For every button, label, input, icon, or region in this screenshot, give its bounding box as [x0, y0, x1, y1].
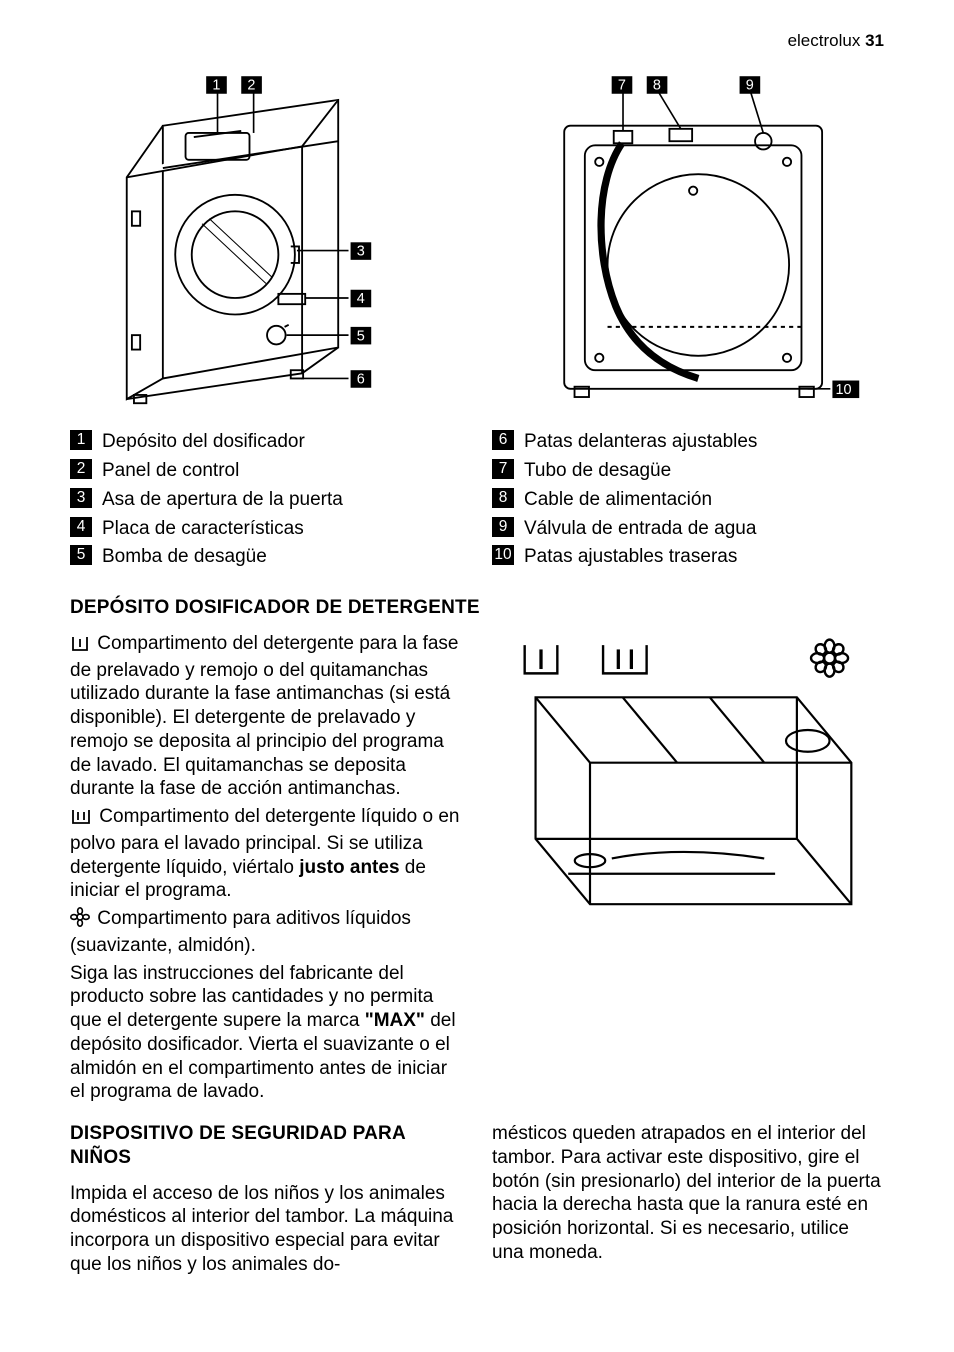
legend-num: 2: [70, 459, 92, 479]
legend-text: Placa de características: [102, 517, 462, 541]
svg-text:4: 4: [357, 291, 365, 307]
svg-text:6: 6: [357, 372, 365, 388]
legend-item: 9 Válvula de entrada de agua: [492, 517, 884, 541]
svg-text:5: 5: [357, 329, 365, 345]
detergent-p1: Compartimento del detergente para la fas…: [70, 632, 462, 801]
p4b: "MAX": [365, 1010, 425, 1031]
legend-right: 6 Patas delanteras ajustables 7 Tubo de de…: [492, 430, 884, 574]
drawer-diagram-col: [492, 632, 884, 1108]
legend-text: Válvula de entrada de agua: [524, 517, 884, 541]
svg-text:3: 3: [357, 244, 365, 260]
detergent-p4: Siga las instrucciones del fabricante de…: [70, 962, 462, 1105]
svg-text:1: 1: [212, 78, 220, 94]
front-diagram: 1 2 3 4 5 6: [70, 69, 462, 416]
svg-text:7: 7: [618, 78, 626, 94]
softener-icon: [70, 907, 90, 934]
child-text2: mésticos queden atrapados en el interior…: [492, 1122, 884, 1265]
legend-num: 8: [492, 488, 514, 508]
legend: 1 Depósito del dosificador 2 Panel de cont…: [70, 430, 884, 574]
child-safety-section: DISPOSITIVO DE SEGURIDAD PARA NIÑOS Impi…: [70, 1122, 884, 1281]
legend-num: 1: [70, 430, 92, 450]
detergent-p3: Compartimento para aditivos líquidos (su…: [70, 907, 462, 958]
legend-text: Panel de control: [102, 459, 462, 483]
detergent-drawer-svg: [492, 632, 884, 959]
mainwash-icon: [70, 807, 92, 832]
washer-rear-svg: 7 8 9 10: [492, 69, 884, 409]
prewash-icon: [70, 634, 90, 659]
legend-num: 10: [492, 545, 514, 565]
legend-item: 2 Panel de control: [70, 459, 462, 483]
detergent-section: Compartimento del detergente para la fas…: [70, 632, 884, 1108]
legend-num: 7: [492, 459, 514, 479]
detergent-title: DEPÓSITO DOSIFICADOR DE DETERGENTE: [70, 596, 884, 620]
rear-diagram: 7 8 9 10: [492, 69, 884, 416]
child-col2: mésticos queden atrapados en el interior…: [492, 1122, 884, 1281]
detergent-p2: Compartimento del detergente líquido o e…: [70, 805, 462, 903]
legend-text: Asa de apertura de la puerta: [102, 488, 462, 512]
p2b: justo antes: [299, 857, 399, 878]
legend-item: 4 Placa de características: [70, 517, 462, 541]
washer-front-svg: 1 2 3 4 5 6: [70, 69, 462, 409]
svg-text:8: 8: [653, 78, 661, 94]
diagrams-row: 1 2 3 4 5 6: [70, 69, 884, 416]
legend-text: Bomba de desagüe: [102, 545, 462, 569]
legend-text: Cable de alimentación: [524, 488, 884, 512]
child-title: DISPOSITIVO DE SEGURIDAD PARA NIÑOS: [70, 1122, 462, 1170]
page-header: electrolux 31: [70, 30, 884, 51]
legend-text: Depósito del dosificador: [102, 430, 462, 454]
legend-item: 5 Bomba de desagüe: [70, 545, 462, 569]
p3a: Compartimento para aditivos líquidos (su…: [70, 908, 411, 956]
legend-item: 7 Tubo de desagüe: [492, 459, 884, 483]
legend-num: 4: [70, 517, 92, 537]
legend-num: 9: [492, 517, 514, 537]
legend-left: 1 Depósito del dosificador 2 Panel de cont…: [70, 430, 462, 574]
legend-text: Patas ajustables traseras: [524, 545, 884, 569]
legend-item: 10 Patas ajustables traseras: [492, 545, 884, 569]
legend-item: 8 Cable de alimentación: [492, 488, 884, 512]
p1-text: Compartimento del detergente para la fas…: [70, 633, 459, 800]
legend-num: 3: [70, 488, 92, 508]
legend-item: 1 Depósito del dosificador: [70, 430, 462, 454]
child-text1: Impida el acceso de los niños y los anim…: [70, 1182, 462, 1277]
legend-item: 3 Asa de apertura de la puerta: [70, 488, 462, 512]
svg-text:9: 9: [746, 78, 754, 94]
legend-text: Tubo de desagüe: [524, 459, 884, 483]
detergent-text-col: Compartimento del detergente para la fas…: [70, 632, 462, 1108]
legend-num: 5: [70, 545, 92, 565]
brand-label: electrolux: [788, 31, 861, 50]
child-col1: DISPOSITIVO DE SEGURIDAD PARA NIÑOS Impi…: [70, 1122, 462, 1281]
svg-text:2: 2: [247, 78, 255, 94]
page-number: 31: [865, 31, 884, 50]
svg-text:10: 10: [836, 382, 852, 398]
legend-text: Patas delanteras ajustables: [524, 430, 884, 454]
legend-num: 6: [492, 430, 514, 450]
legend-item: 6 Patas delanteras ajustables: [492, 430, 884, 454]
